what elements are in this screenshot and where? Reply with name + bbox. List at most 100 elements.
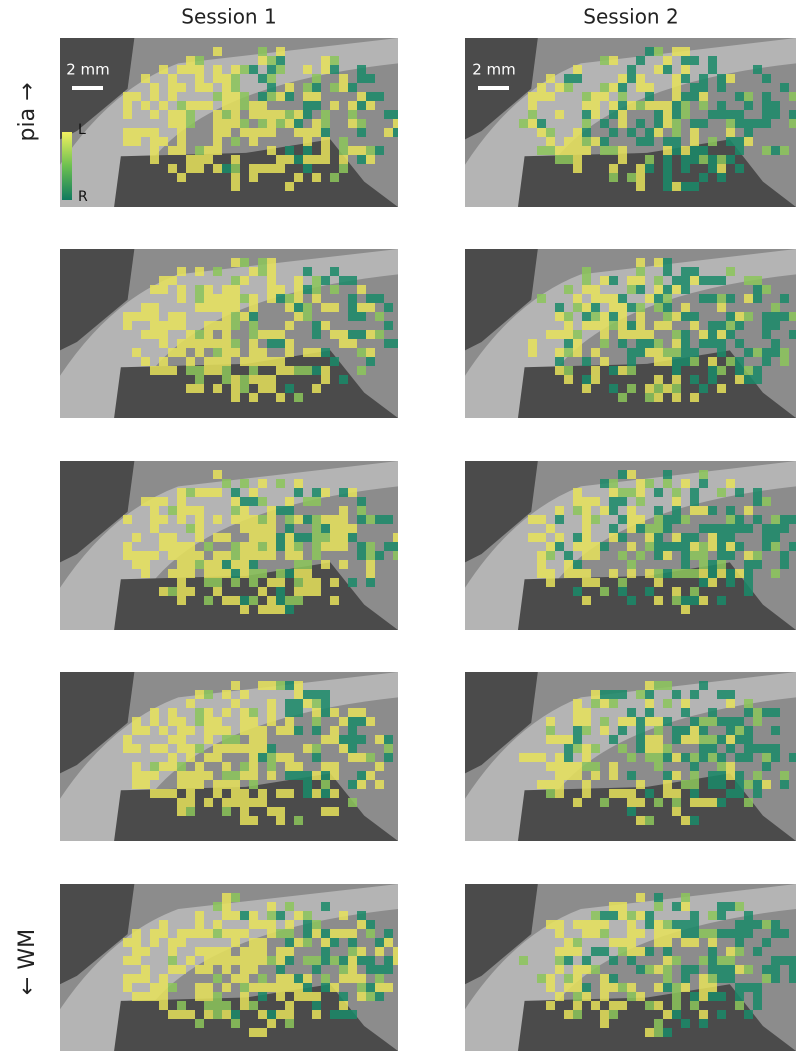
pixel bbox=[600, 83, 609, 92]
pixel bbox=[312, 726, 321, 735]
pixel bbox=[726, 357, 735, 366]
pixel bbox=[375, 965, 384, 974]
pixel bbox=[384, 339, 393, 348]
pixel bbox=[303, 267, 312, 276]
pixel bbox=[213, 137, 222, 146]
pixel bbox=[294, 479, 303, 488]
pixel bbox=[744, 312, 753, 321]
pixel bbox=[771, 744, 780, 753]
pixel bbox=[753, 65, 762, 74]
pixel bbox=[609, 312, 618, 321]
pixel bbox=[348, 974, 357, 983]
pixel bbox=[213, 65, 222, 74]
pixel bbox=[195, 717, 204, 726]
pixel bbox=[600, 717, 609, 726]
pixel bbox=[663, 938, 672, 947]
pixel bbox=[726, 965, 735, 974]
pixel bbox=[231, 578, 240, 587]
pixel bbox=[690, 753, 699, 762]
pixel bbox=[384, 128, 393, 137]
pixel bbox=[231, 303, 240, 312]
pixel bbox=[762, 965, 771, 974]
pixel bbox=[645, 164, 654, 173]
pixel bbox=[258, 74, 267, 83]
pixel bbox=[690, 348, 699, 357]
pixel bbox=[663, 515, 672, 524]
pixel bbox=[564, 74, 573, 83]
pixel bbox=[780, 348, 789, 357]
pixel bbox=[330, 533, 339, 542]
pixel bbox=[582, 726, 591, 735]
pixel bbox=[762, 974, 771, 983]
pixel bbox=[672, 348, 681, 357]
pixel bbox=[771, 920, 780, 929]
brain-panel bbox=[60, 249, 402, 418]
pixel bbox=[348, 780, 357, 789]
pixel bbox=[753, 717, 762, 726]
pixel bbox=[240, 717, 249, 726]
pixel bbox=[168, 312, 177, 321]
pixel bbox=[204, 771, 213, 780]
pixel bbox=[735, 780, 744, 789]
pixel bbox=[249, 816, 258, 825]
pixel bbox=[330, 771, 339, 780]
pixel bbox=[285, 384, 294, 393]
pixel bbox=[654, 119, 663, 128]
pixel bbox=[177, 83, 186, 92]
pixel bbox=[753, 780, 762, 789]
pixel bbox=[276, 56, 285, 65]
pixel bbox=[717, 321, 726, 330]
pixel bbox=[582, 276, 591, 285]
pixel bbox=[699, 146, 708, 155]
pixel bbox=[285, 182, 294, 191]
pixel bbox=[276, 366, 285, 375]
pixel bbox=[663, 956, 672, 965]
pixel bbox=[213, 560, 222, 569]
pixel bbox=[663, 542, 672, 551]
pixel bbox=[681, 267, 690, 276]
pixel bbox=[645, 965, 654, 974]
pixel bbox=[726, 479, 735, 488]
pixel bbox=[537, 92, 546, 101]
pixel bbox=[294, 533, 303, 542]
pixel bbox=[321, 983, 330, 992]
pixel bbox=[690, 542, 699, 551]
pixel bbox=[357, 753, 366, 762]
pixel bbox=[555, 366, 564, 375]
pixel bbox=[672, 690, 681, 699]
pixel bbox=[744, 965, 753, 974]
pixel bbox=[681, 893, 690, 902]
pixel bbox=[555, 920, 564, 929]
pixel bbox=[312, 717, 321, 726]
pixel bbox=[672, 798, 681, 807]
pixel bbox=[366, 92, 375, 101]
pixel bbox=[159, 992, 168, 1001]
pixel bbox=[717, 560, 726, 569]
pixel bbox=[195, 348, 204, 357]
pixel bbox=[312, 992, 321, 1001]
pixel bbox=[645, 699, 654, 708]
pixel bbox=[195, 330, 204, 339]
pixel bbox=[294, 771, 303, 780]
pixel bbox=[375, 762, 384, 771]
pixel bbox=[555, 533, 564, 542]
pixel bbox=[582, 780, 591, 789]
pixel bbox=[123, 128, 132, 137]
pixel bbox=[690, 798, 699, 807]
panels bbox=[60, 38, 796, 1051]
pixel bbox=[159, 1001, 168, 1010]
pixel bbox=[681, 146, 690, 155]
pixel bbox=[303, 312, 312, 321]
pixel bbox=[249, 497, 258, 506]
pixel bbox=[276, 965, 285, 974]
pixel bbox=[654, 303, 663, 312]
pixel bbox=[258, 551, 267, 560]
pixel bbox=[204, 321, 213, 330]
pixel bbox=[582, 321, 591, 330]
pixel bbox=[123, 956, 132, 965]
pixel bbox=[240, 524, 249, 533]
pixel bbox=[591, 920, 600, 929]
pixel bbox=[258, 938, 267, 947]
pixel bbox=[123, 101, 132, 110]
pixel bbox=[600, 357, 609, 366]
